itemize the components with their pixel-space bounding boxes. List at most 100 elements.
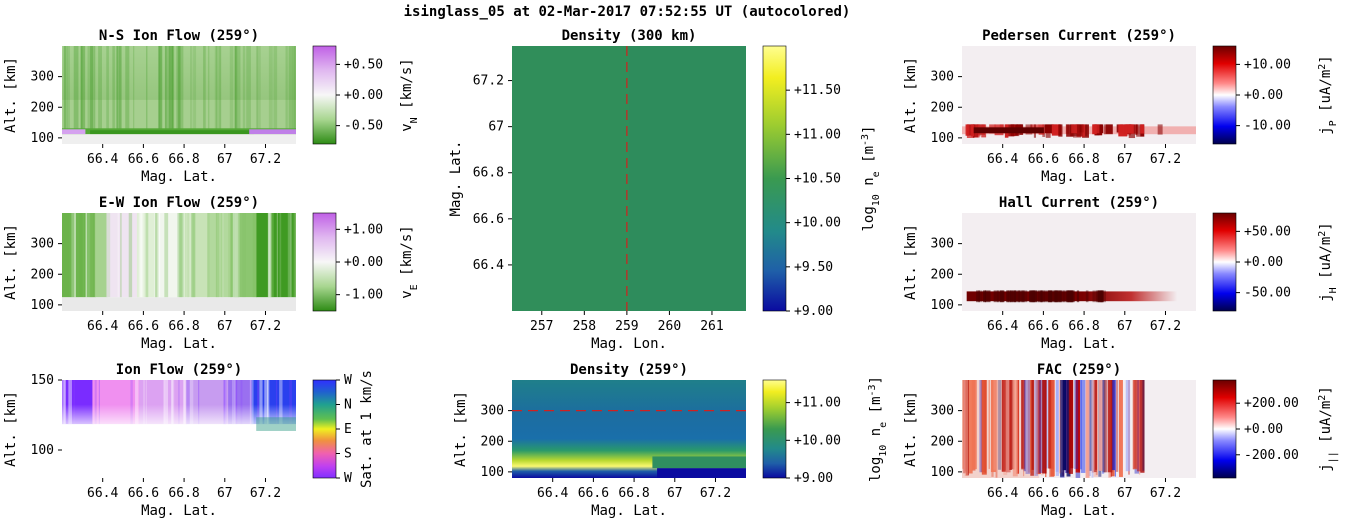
colorbar-tick-label: +11.50 <box>794 83 841 98</box>
ionflow-xlabel: Mag. Lat. <box>141 503 217 519</box>
x-tick-label: 259 <box>615 319 638 334</box>
y-tick-label: 200 <box>931 434 954 449</box>
x-tick-label: 67 <box>217 486 233 501</box>
fac-title: FAC (259°) <box>1037 362 1121 378</box>
ionflow-heatmap <box>62 380 296 478</box>
dens259-panel: Density (259°) 66.4 66.6 66.8 67 67.2 100 200 30… <box>453 362 889 519</box>
y-tick-label: 100 <box>31 443 54 458</box>
x-tick-label: 66.6 <box>578 486 609 501</box>
colorbar-tick-label: W <box>344 373 352 388</box>
x-tick-label: 66.6 <box>1028 152 1059 167</box>
ped-panel: Pedersen Current (259°) 66.4 66.6 66.8 67 67.… <box>903 28 1339 185</box>
y-tick-label: 300 <box>931 237 954 252</box>
y-tick-label: 200 <box>31 267 54 282</box>
colorbar-tick-label: +9.00 <box>794 304 833 319</box>
x-tick-label: 66.4 <box>87 486 118 501</box>
colorbar-tick-label: +0.00 <box>344 255 383 270</box>
x-tick-label: 67.2 <box>250 486 281 501</box>
x-tick-label: 66.6 <box>128 486 159 501</box>
y-tick-label: 67.2 <box>473 74 504 89</box>
dens300-panel: Density (300 km) 257 258 259 260 261 66.4 66.6 6… <box>448 28 882 352</box>
x-tick-label: 66.4 <box>987 486 1018 501</box>
colorbar-tick-label: +0.50 <box>344 57 383 72</box>
fac-ylabel: Alt. [km] <box>903 391 919 467</box>
colorbar-tick-label: +10.50 <box>794 172 841 187</box>
fac-heatmap <box>962 380 1196 478</box>
y-tick-label: 66.4 <box>473 258 504 273</box>
colorbar-tick-label: -200.00 <box>1244 448 1299 463</box>
x-tick-label: 66.8 <box>1068 152 1099 167</box>
hall-title: Hall Current (259°) <box>999 195 1159 211</box>
y-tick-label: 200 <box>481 434 504 449</box>
ns-title: N-S Ion Flow (259°) <box>99 28 259 44</box>
colorbar-tick-label: E <box>344 422 352 437</box>
colorbar-tick-label: +10.00 <box>794 433 841 448</box>
y-tick-label: 300 <box>931 70 954 85</box>
ns-panel: N-S Ion Flow (259°) 66.4 66.6 66.8 67 67.2 100… <box>3 28 420 185</box>
x-tick-label: 67.2 <box>1150 319 1181 334</box>
dens259-title: Density (259°) <box>570 362 688 378</box>
fac-colorbar-label: j|| [uA/m2] <box>1317 386 1339 472</box>
dens259-ylabel: Alt. [km] <box>453 391 469 467</box>
y-tick-label: 66.8 <box>473 166 504 181</box>
colorbar-tick-label: -1.00 <box>344 288 383 303</box>
ew-colorbar-label: vE [km/s] <box>399 225 420 298</box>
x-tick-label: 66.4 <box>87 319 118 334</box>
x-tick-label: 66.8 <box>168 152 199 167</box>
x-tick-label: 67.2 <box>250 152 281 167</box>
x-tick-label: 67 <box>1117 319 1133 334</box>
ns-heatmap <box>62 46 296 144</box>
y-tick-label: 66.6 <box>473 212 504 227</box>
dens259-xlabel: Mag. Lat. <box>591 503 667 519</box>
hall-colorbar-label: jH [uA/m2] <box>1317 222 1339 302</box>
x-tick-label: 67 <box>1117 486 1133 501</box>
x-tick-label: 67 <box>217 152 233 167</box>
ns-colorbar-label: vN [km/s] <box>399 58 420 131</box>
dens300-colorbar-label: log10 ne [m-3] <box>860 125 882 231</box>
colorbar-tick-label: +9.50 <box>794 260 833 275</box>
y-tick-label: 100 <box>931 298 954 313</box>
x-tick-label: 261 <box>700 319 723 334</box>
x-tick-label: 66.6 <box>128 319 159 334</box>
colorbar-tick-label: +0.00 <box>344 88 383 103</box>
colorbar-tick-label: +9.00 <box>794 471 833 486</box>
dens300-heatmap <box>512 46 746 311</box>
ionflow-colorbar <box>312 379 337 479</box>
ped-heatmap <box>962 46 1196 144</box>
x-tick-label: 66.4 <box>987 152 1018 167</box>
dens259-colorbar-label: log10 ne [m-3] <box>867 376 889 482</box>
hall-panel: Hall Current (259°) 66.4 66.6 66.8 67 67.2 100… <box>903 195 1339 352</box>
y-tick-label: 200 <box>931 100 954 115</box>
y-tick-label: 100 <box>481 465 504 480</box>
colorbar-tick-label: +11.00 <box>794 396 841 411</box>
hall-xlabel: Mag. Lat. <box>1041 336 1117 352</box>
dens300-xlabel: Mag. Lon. <box>591 336 667 352</box>
y-tick-label: 300 <box>31 70 54 85</box>
x-tick-label: 260 <box>658 319 681 334</box>
y-tick-label: 200 <box>931 267 954 282</box>
y-tick-label: 300 <box>31 237 54 252</box>
fac-panel: FAC (259°) 66.4 66.6 66.8 67 67.2 100 200 300 Mag… <box>903 362 1339 519</box>
y-tick-label: 100 <box>931 131 954 146</box>
hall-heatmap <box>962 213 1196 311</box>
y-tick-label: 100 <box>31 298 54 313</box>
x-tick-label: 66.6 <box>128 152 159 167</box>
ped-ylabel: Alt. [km] <box>903 57 919 133</box>
dens300-title: Density (300 km) <box>562 28 697 44</box>
x-tick-label: 66.6 <box>1028 319 1059 334</box>
x-tick-label: 258 <box>573 319 596 334</box>
colorbar-tick-label: +10.00 <box>794 216 841 231</box>
colorbar-tick-label: S <box>344 447 352 462</box>
x-tick-label: 67 <box>1117 152 1133 167</box>
hall-colorbar <box>1212 212 1237 312</box>
x-tick-label: 67.2 <box>1150 486 1181 501</box>
x-tick-label: 66.8 <box>618 486 649 501</box>
fac-colorbar <box>1212 379 1237 479</box>
colorbar-tick-label: -10.00 <box>1244 119 1291 134</box>
figure-suptitle: isinglass_05 at 02-Mar-2017 07:52:55 UT … <box>404 4 851 20</box>
colorbar-tick-label: +10.00 <box>1244 57 1291 72</box>
ped-colorbar <box>1212 45 1237 145</box>
y-tick-label: 67 <box>488 120 504 135</box>
hall-ylabel: Alt. [km] <box>903 224 919 300</box>
colorbar-tick-label: +0.00 <box>1244 422 1283 437</box>
